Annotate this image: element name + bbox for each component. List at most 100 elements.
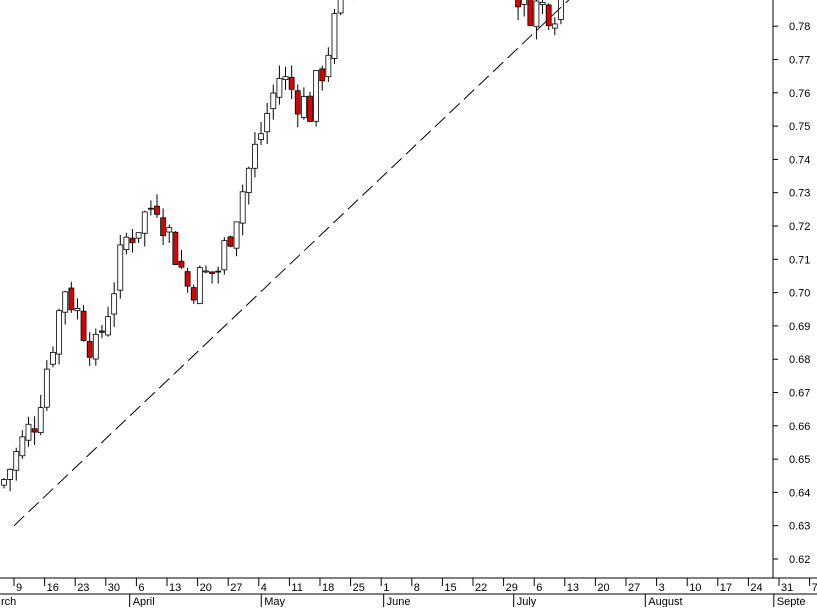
x-day-label: 8 [414,582,420,594]
x-day-label: 3 [659,582,665,594]
candle-up [135,232,142,239]
candle-up [50,351,56,365]
x-day-label: 6 [138,582,144,594]
candle-down [80,310,87,341]
x-month-label: June [387,596,411,607]
candle-up [37,407,44,434]
candle-up [337,0,344,14]
candle-up [19,436,26,457]
candle-up [1,479,7,486]
candle-up [270,92,277,110]
candle-down [68,287,75,311]
y-tick-label: 0.65 [789,454,810,466]
x-month-label: July [517,596,537,607]
candle-up [74,308,81,312]
y-tick-label: 0.75 [789,121,810,133]
x-day-label: 20 [200,582,212,594]
x-month-label: Septe [777,596,806,607]
y-tick-label: 0.69 [789,321,810,333]
x-day-label: 18 [322,582,334,594]
candle-down [160,217,167,237]
x-day-label: 10 [689,582,701,594]
y-tick-label: 0.66 [789,421,810,433]
candle-up [521,0,528,5]
x-day-label: 9 [16,582,22,594]
candle-up [245,167,252,193]
candle-down [31,428,38,433]
candle-up [258,133,264,141]
candle-down [319,68,326,82]
candle-down [184,271,191,287]
candle-up [313,70,320,122]
candle-up [166,227,173,233]
y-tick-label: 0.77 [789,55,810,67]
y-tick-label: 0.64 [789,487,810,499]
candle-up [7,468,14,480]
candle-up [141,211,148,234]
x-day-label: 7 [812,582,817,594]
x-day-label: 30 [108,582,120,594]
candle-up [276,78,283,98]
candle-down [209,271,215,274]
candle-up [111,293,118,315]
candle-up [233,221,240,249]
candle-down [190,287,197,301]
candle-up [221,240,228,271]
x-day-label: 13 [169,582,181,594]
x-month-label: April [133,596,155,607]
candle-up [264,113,271,133]
candles-layer [1,0,564,492]
candle-down [307,95,313,122]
candle-down [154,205,160,215]
candle-up [123,236,130,251]
candle-down [172,231,179,265]
x-day-label: 11 [291,582,302,594]
x-day-label: 29 [506,582,518,594]
y-tick-label: 0.68 [789,354,810,366]
candle-up [325,54,332,78]
candle-up [282,76,289,81]
x-day-label: 17 [720,582,732,594]
candle-up [56,310,62,355]
candle-down [86,340,93,358]
candle-up [558,0,564,20]
candle-up [252,143,258,169]
candle-up [331,13,338,59]
y-tick-label: 0.74 [789,154,810,166]
y-tick-label: 0.70 [789,288,810,300]
candle-down [99,330,105,333]
candle-down [545,4,552,27]
x-day-label: 6 [536,582,542,594]
candle-down [527,0,534,26]
candle-down [178,260,185,268]
candle-up [92,333,99,360]
candle-up [300,96,307,118]
trendline-layer [13,0,570,527]
y-tick-label: 0.71 [789,254,810,266]
x-day-label: 24 [750,582,762,594]
x-month-label: May [264,596,285,607]
x-day-label: 22 [475,582,487,594]
y-tick-label: 0.72 [789,221,810,233]
x-day-label: 15 [444,582,456,594]
x-day-label: 23 [77,582,89,594]
y-tick-label: 0.63 [789,521,810,533]
candle-up [203,270,209,273]
candle-down [129,237,136,244]
candle-up [551,23,558,29]
candle-down [294,90,301,115]
candle-down [515,0,521,8]
y-tick-label: 0.78 [789,21,810,33]
candle-down [147,207,154,210]
trendline [13,0,570,527]
x-day-label: 27 [230,582,242,594]
y-tick-label: 0.76 [789,88,810,100]
candle-up [43,368,50,408]
x-day-label: 27 [628,582,640,594]
candle-up [196,267,203,305]
candle-up [13,451,20,471]
x-day-label: 31 [781,582,793,594]
y-tick-label: 0.62 [789,554,810,566]
x-axis: 9 16 23 30 6 13 20 27 4 11 18 25 1 8 15 22 29 6 13 20 27 3 10 1… [0,577,817,608]
